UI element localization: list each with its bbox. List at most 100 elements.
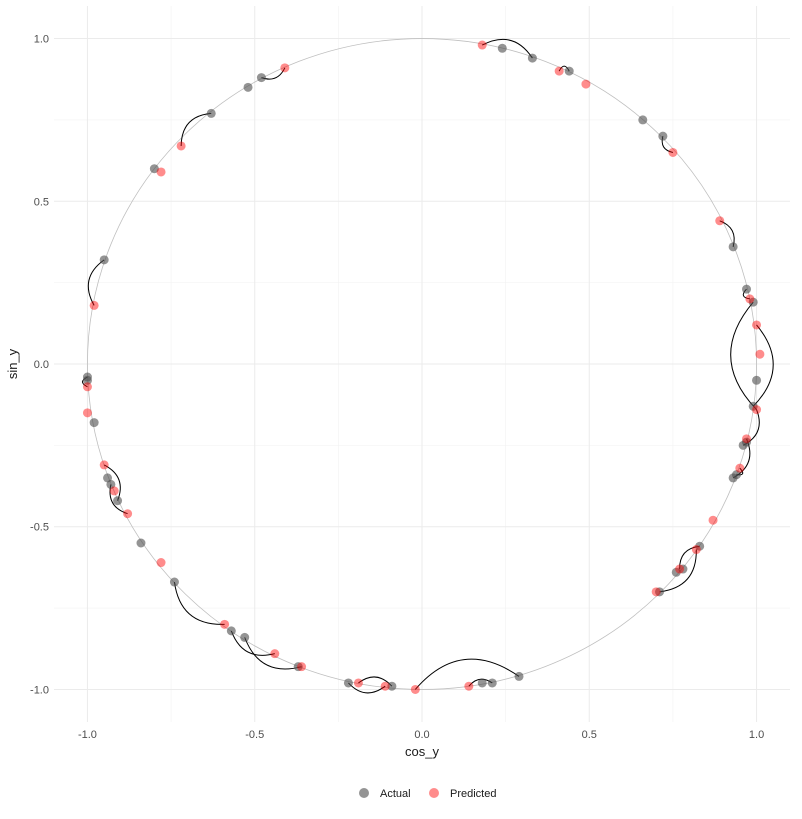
- connection-curve: [730, 301, 757, 410]
- actual-point: [671, 567, 681, 577]
- predicted-point: [82, 382, 92, 392]
- connection-curve: [180, 112, 212, 146]
- predicted-point: [651, 587, 661, 597]
- connection-curve: [752, 324, 774, 407]
- y-tick-label: -0.5: [30, 522, 49, 534]
- actual-point: [226, 626, 236, 636]
- actual-point: [82, 375, 92, 385]
- y-tick-label: 0.5: [34, 196, 49, 208]
- y-tick-label: 0.0: [34, 359, 49, 371]
- predicted-point: [691, 545, 701, 555]
- actual-point: [103, 473, 113, 483]
- actual-point: [136, 538, 146, 548]
- actual-point: [256, 73, 266, 83]
- actual-point: [738, 440, 748, 450]
- predicted-point: [109, 486, 119, 496]
- predicted-point: [755, 349, 765, 359]
- actual-point: [99, 255, 109, 265]
- y-tick-label: 1.0: [34, 34, 49, 46]
- predicted-point: [752, 320, 762, 330]
- predicted-point: [735, 463, 745, 473]
- actual-point: [658, 131, 668, 141]
- x-tick-label: -0.5: [245, 729, 264, 741]
- predicted-point: [742, 434, 752, 444]
- x-tick-label: 0.5: [582, 729, 597, 741]
- actual-point: [527, 53, 537, 63]
- y-tick-labels: -1.0 -0.5 0.0 0.5 1.0: [30, 34, 49, 697]
- actual-point: [89, 418, 99, 428]
- predicted-point: [297, 662, 307, 672]
- legend-label-actual: Actual: [380, 788, 411, 800]
- predicted-point: [89, 300, 99, 310]
- actual-point: [655, 587, 665, 597]
- predicted-point: [668, 147, 678, 157]
- actual-point: [638, 115, 648, 125]
- legend-key-predicted: [429, 788, 439, 798]
- actual-point: [748, 297, 758, 307]
- predicted-point: [353, 678, 363, 688]
- predicted-point: [752, 405, 762, 415]
- actual-point: [243, 82, 253, 92]
- actual-point: [742, 284, 752, 294]
- x-tick-labels: -1.0 -0.5 0.0 0.5 1.0: [78, 729, 764, 741]
- predicted-point: [99, 460, 109, 470]
- actual-point: [113, 496, 123, 506]
- actual-point: [748, 401, 758, 411]
- x-tick-label: 1.0: [749, 729, 764, 741]
- actual-point: [514, 671, 524, 681]
- legend-key-actual: [359, 788, 369, 798]
- actual-point: [149, 164, 159, 174]
- predicted-point: [156, 558, 166, 568]
- actual-point: [477, 678, 487, 688]
- actual-point: [731, 470, 741, 480]
- actual-point: [343, 678, 353, 688]
- connection-curve: [659, 549, 697, 593]
- predicted-point: [410, 684, 420, 694]
- y-axis-title: sin_y: [5, 348, 20, 379]
- legend: Actual Predicted: [359, 788, 496, 800]
- predicted-point: [156, 167, 166, 177]
- predicted-point: [280, 63, 290, 73]
- predicted-point: [176, 141, 186, 151]
- predicted-point: [82, 408, 92, 418]
- predicted-point: [581, 79, 591, 89]
- actual-point: [695, 541, 705, 551]
- connection-curve: [87, 259, 105, 306]
- x-tick-label: -1.0: [78, 729, 97, 741]
- predicted-point: [270, 649, 280, 659]
- predicted-point: [464, 681, 474, 691]
- actual-point: [293, 662, 303, 672]
- unit-circle: [87, 38, 757, 690]
- predicted-point: [380, 681, 390, 691]
- predicted-point: [220, 619, 230, 629]
- predicted-point: [708, 515, 718, 525]
- actual-points: [82, 43, 762, 691]
- actual-point: [487, 678, 497, 688]
- actual-point: [169, 577, 179, 587]
- predicted-point: [123, 509, 133, 519]
- connection-curve: [173, 581, 225, 625]
- actual-point: [678, 564, 688, 574]
- actual-point: [564, 66, 574, 76]
- predicted-point: [715, 216, 725, 226]
- predicted-point: [554, 66, 564, 76]
- actual-point: [752, 375, 762, 385]
- connection-curves: [81, 38, 774, 694]
- predicted-point: [745, 294, 755, 304]
- actual-point: [240, 632, 250, 642]
- reference-circle: [87, 38, 757, 690]
- predicted-point: [477, 40, 487, 50]
- y-tick-label: -1.0: [30, 684, 49, 696]
- connection-curve: [481, 38, 533, 59]
- actual-point: [497, 43, 507, 53]
- connection-curve: [230, 630, 275, 656]
- x-axis-title: cos_y: [405, 744, 439, 759]
- actual-point: [206, 108, 216, 118]
- actual-point: [728, 242, 738, 252]
- predicted-point: [675, 564, 685, 574]
- legend-label-predicted: Predicted: [450, 788, 496, 800]
- connection-curve: [414, 658, 520, 690]
- x-tick-label: 0.0: [414, 729, 429, 741]
